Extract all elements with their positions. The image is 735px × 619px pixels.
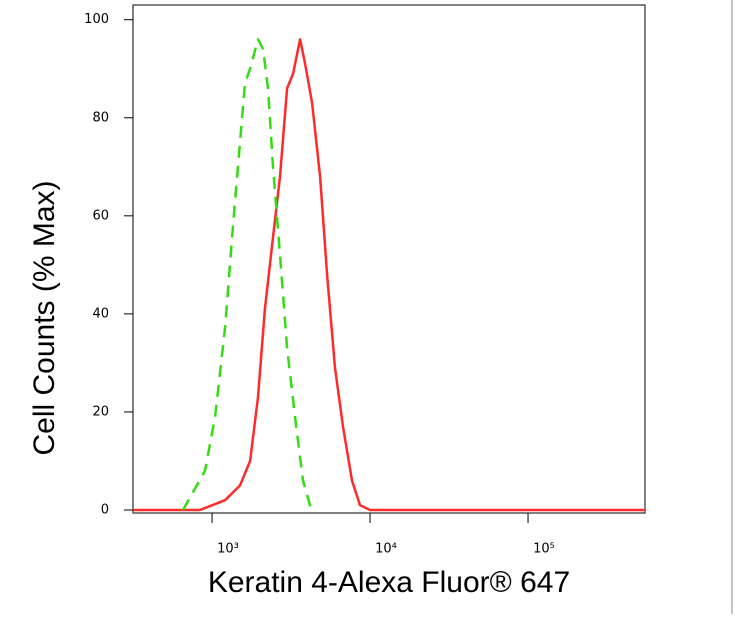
- series-line: [181, 38, 319, 512]
- x-axis-label: Keratin 4-Alexa Fluor® 647: [208, 566, 570, 599]
- y-tick-label: 20: [92, 404, 109, 419]
- series-line: [133, 38, 645, 512]
- x-tick-label: 10³: [217, 542, 239, 557]
- y-tick-label: 40: [92, 306, 109, 321]
- x-tick-label: 10⁵: [533, 542, 555, 557]
- x-tick-label: 10⁴: [375, 542, 397, 557]
- y-tick-label: 100: [84, 12, 109, 27]
- y-tick-label: 60: [92, 208, 109, 223]
- plot-frame: [132, 4, 646, 514]
- y-tick-label: 0: [101, 503, 109, 518]
- y-tick-label: 80: [92, 110, 109, 125]
- y-axis-label: Cell Counts (% Max): [28, 180, 61, 455]
